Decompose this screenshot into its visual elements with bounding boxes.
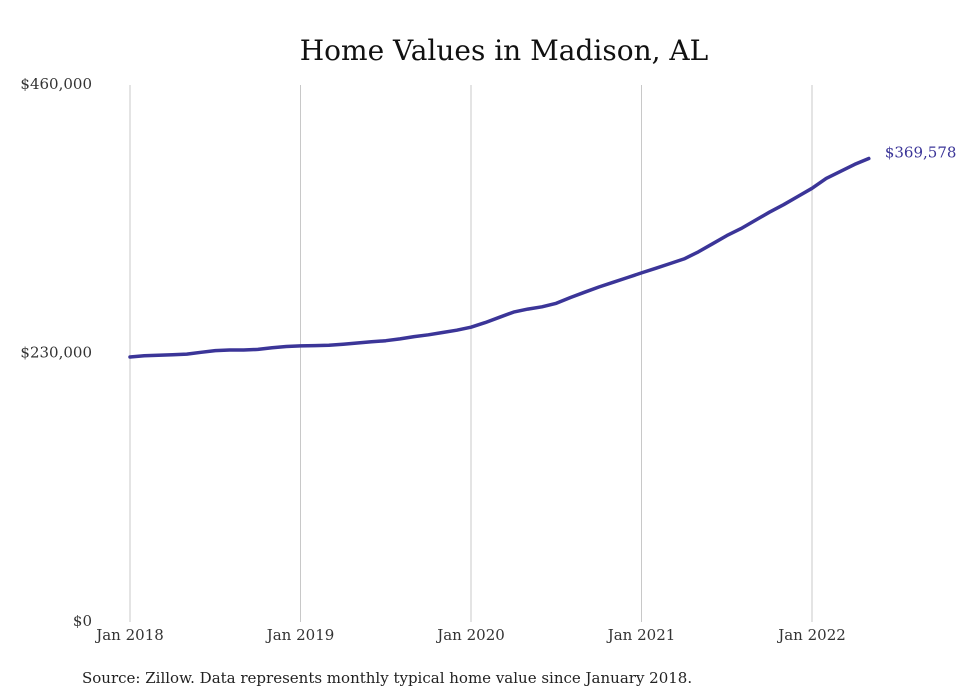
series-group: $369,578 [128, 144, 957, 359]
x-axis: Jan 2018 Jan 2019 Jan 2020 Jan 2021 Jan 2022 [94, 626, 846, 644]
x-tick-label: Jan 2020 [435, 626, 505, 644]
y-tick-label: $460,000 [20, 75, 92, 93]
y-tick-label: $0 [73, 612, 92, 630]
x-tick-label: Jan 2022 [776, 626, 846, 644]
x-tick-label: Jan 2018 [94, 626, 164, 644]
series-line-0 [128, 156, 871, 359]
y-tick-label: $230,000 [20, 344, 92, 362]
source-note: Source: Zillow. Data represents monthly … [82, 669, 692, 687]
grid [129, 85, 813, 622]
x-tick-label: Jan 2021 [606, 626, 676, 644]
chart-title: Home Values in Madison, AL [300, 34, 708, 67]
y-axis: $460,000 $230,000 $0 [20, 75, 92, 630]
x-tick-label: Jan 2019 [265, 626, 335, 644]
end-value-label: $369,578 [885, 144, 957, 162]
